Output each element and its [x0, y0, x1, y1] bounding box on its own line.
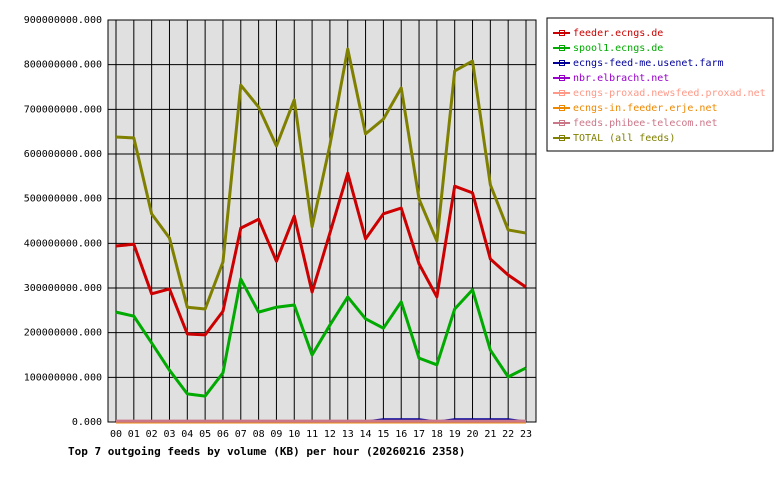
legend-label: ecngs-proxad.newsfeed.proxad.net — [573, 88, 766, 99]
legend-label: nbr.elbracht.net — [573, 73, 669, 84]
y-tick-label: 900000000.000 — [24, 15, 102, 26]
legend-marker — [559, 90, 565, 96]
y-tick-label: 800000000.000 — [24, 60, 102, 71]
x-tick-label: 18 — [431, 429, 443, 440]
x-tick-label: 20 — [466, 429, 478, 440]
legend-label: ecngs-feed-me.usenet.farm — [573, 58, 724, 69]
x-tick-label: 06 — [217, 429, 229, 440]
x-tick-label: 12 — [324, 429, 336, 440]
y-tick-label: 400000000.000 — [24, 238, 102, 249]
y-tick-label: 500000000.000 — [24, 194, 102, 205]
legend-label: spool1.ecngs.de — [573, 43, 663, 54]
x-tick-label: 10 — [288, 429, 300, 440]
y-tick-label: 700000000.000 — [24, 104, 102, 115]
legend-marker — [559, 105, 565, 111]
x-tick-label: 00 — [110, 429, 122, 440]
x-tick-label: 05 — [199, 429, 211, 440]
y-tick-label: 100000000.000 — [24, 372, 102, 383]
x-tick-label: 04 — [181, 429, 193, 440]
legend-label: feeder.ecngs.de — [573, 28, 663, 39]
x-tick-label: 21 — [484, 429, 496, 440]
legend-box — [546, 17, 774, 152]
x-tick-label: 14 — [360, 429, 372, 440]
y-tick-label: 600000000.000 — [24, 149, 102, 160]
y-tick-label: 0.000 — [72, 417, 102, 428]
legend-marker — [559, 30, 565, 36]
y-tick-label: 200000000.000 — [24, 328, 102, 339]
legend-marker — [559, 60, 565, 66]
x-tick-label: 19 — [449, 429, 461, 440]
x-tick-label: 17 — [413, 429, 425, 440]
legend-marker — [559, 45, 565, 51]
x-tick-label: 02 — [146, 429, 158, 440]
legend-marker — [559, 75, 565, 81]
x-tick-label: 23 — [520, 429, 532, 440]
x-tick-label: 11 — [306, 429, 318, 440]
x-tick-label: 01 — [128, 429, 140, 440]
legend-marker — [559, 120, 565, 126]
series-line — [115, 171, 527, 337]
y-tick-label: 300000000.000 — [24, 283, 102, 294]
x-tick-label: 08 — [253, 429, 265, 440]
x-tick-label: 03 — [163, 429, 175, 440]
x-tick-label: 09 — [270, 429, 282, 440]
x-tick-label: 07 — [235, 429, 247, 440]
plot-area — [108, 20, 536, 422]
legend-label: ecngs-in.feeder.erje.net — [573, 103, 718, 114]
x-tick-label: 15 — [377, 429, 389, 440]
series-line — [115, 277, 527, 398]
series-line — [115, 47, 527, 311]
x-tick-label: 16 — [395, 429, 407, 440]
x-tick-label: 13 — [342, 429, 354, 440]
legend-marker — [559, 135, 565, 141]
legend-label: TOTAL (all feeds) — [573, 133, 675, 144]
x-tick-label: 22 — [502, 429, 514, 440]
legend-label: feeds.phibee-telecom.net — [573, 118, 718, 129]
chart-title: Top 7 outgoing feeds by volume (KB) per … — [68, 445, 465, 458]
